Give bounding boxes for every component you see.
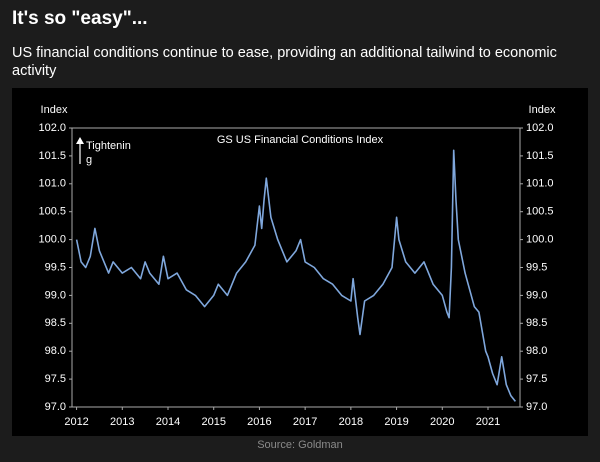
- title: It's so "easy"...: [12, 8, 148, 29]
- y-tick-label: 102.0: [38, 122, 66, 134]
- y-tick-label: 101.5: [38, 150, 66, 162]
- y-tick-label: 100.0: [38, 234, 66, 246]
- annotation: g: [86, 154, 92, 166]
- chart-panel: [12, 88, 588, 436]
- y2-tick-label: 99.0: [526, 289, 547, 301]
- arrow-head: [76, 137, 84, 144]
- x-tick-label: 2019: [384, 416, 408, 428]
- y2-tick-label: 98.0: [526, 345, 547, 357]
- y2-tick-label: 100.5: [526, 206, 554, 218]
- y2-tick-label: 100.0: [526, 234, 554, 246]
- x-tick-label: 2017: [293, 416, 317, 428]
- source: Source: Goldman: [257, 439, 343, 451]
- y-tick-label: 98.0: [45, 345, 66, 357]
- x-tick-label: 2021: [476, 416, 500, 428]
- y2-tick-label: 99.5: [526, 261, 547, 273]
- y2-tick-label: 97.5: [526, 373, 547, 385]
- y2-tick-label: 98.5: [526, 317, 547, 329]
- chart-title: GS US Financial Conditions Index: [217, 134, 384, 146]
- x-tick-label: 2020: [430, 416, 454, 428]
- y2-tick-label: 101.5: [526, 150, 554, 162]
- x-tick-label: 2014: [156, 416, 180, 428]
- y-tick-label: 97.0: [45, 401, 66, 413]
- x-tick-label: 2018: [339, 416, 363, 428]
- y-tick-label: 100.5: [38, 206, 66, 218]
- y-tick-label: 98.5: [45, 317, 66, 329]
- x-tick-label: 2013: [110, 416, 134, 428]
- x-tick-label: 2012: [64, 416, 88, 428]
- x-tick-label: 2016: [247, 416, 271, 428]
- y-tick-label: 101.0: [38, 178, 66, 190]
- y2-axis-label: Index: [529, 104, 556, 116]
- y-axis-label: Index: [41, 104, 68, 116]
- x-tick-label: 2015: [201, 416, 225, 428]
- y-tick-label: 97.5: [45, 373, 66, 385]
- y2-tick-label: 97.0: [526, 401, 547, 413]
- annotation: Tightenin: [86, 140, 131, 152]
- y2-tick-label: 102.0: [526, 122, 554, 134]
- y-tick-label: 99.0: [45, 289, 66, 301]
- line: [75, 149, 517, 402]
- subtitle: US financial conditions continue to ease…: [12, 45, 557, 79]
- y-tick-label: 99.5: [45, 261, 66, 273]
- chart: GS US Financial Conditions Index Index I…: [12, 88, 588, 436]
- y2-tick-label: 101.0: [526, 178, 554, 190]
